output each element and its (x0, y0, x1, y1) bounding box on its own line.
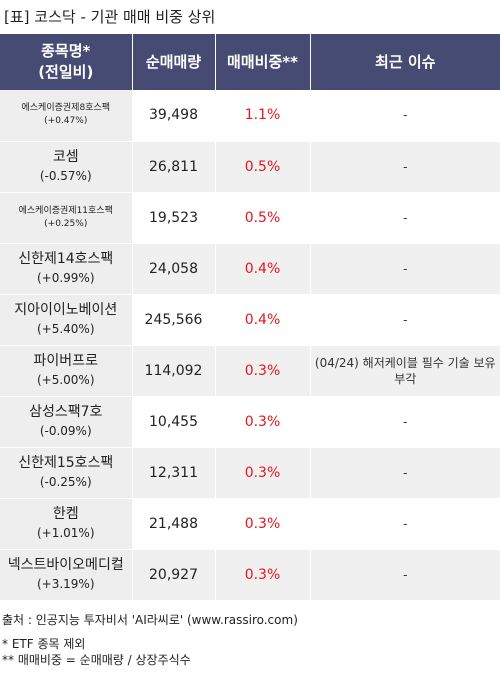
net-volume-cell: 21,488 (132, 498, 216, 550)
stock-name: 한켐 (52, 505, 79, 522)
stock-name: 지아이이노베이션 (14, 301, 118, 318)
net-volume-cell: 26,811 (132, 141, 216, 193)
table-row: 에스케이증권제8호스팩 (+0.47%) 39,498 1.1% - (0, 90, 500, 142)
table-row: 삼성스팩7호 (-0.09%) 10,455 0.3% - (0, 396, 500, 448)
stock-name: 넥스트바이오메디컬 (7, 556, 124, 573)
net-volume-cell: 10,455 (132, 396, 216, 448)
table-row: 코셈 (-0.57%) 26,811 0.5% - (0, 141, 500, 193)
recent-issue-cell: - (310, 549, 500, 601)
recent-issue-cell: - (310, 90, 500, 142)
net-volume-cell: 19,523 (132, 192, 216, 244)
recent-issue-cell: - (310, 192, 500, 244)
stock-name: 코셈 (52, 148, 79, 165)
recent-issue-cell: - (310, 498, 500, 550)
stock-change: (+0.47%) (44, 116, 88, 127)
net-volume-cell: 20,927 (132, 549, 216, 601)
table-row: 한켐 (+1.01%) 21,488 0.3% - (0, 498, 500, 550)
stock-cell: 신한제15호스팩 (-0.25%) (0, 447, 133, 499)
trade-ratio-cell: 0.3% (215, 549, 311, 601)
table-body: 에스케이증권제8호스팩 (+0.47%) 39,498 1.1% - 코셈 (-0.57%)… (0, 90, 500, 601)
trade-ratio-cell: 0.4% (215, 243, 311, 295)
table-row: 파이버프로 (+5.00%) 114,092 0.3% (04/24) 해저케이블 필수… (0, 345, 500, 397)
net-volume-cell: 245,566 (132, 294, 216, 346)
net-volume-cell: 114,092 (132, 345, 216, 397)
header-net-volume: 순매매량 (132, 34, 216, 90)
stock-name: 에스케이증권제11호스팩 (18, 205, 113, 216)
header-trade-ratio: 매매비중** (215, 34, 311, 90)
recent-issue-cell: - (310, 141, 500, 193)
trade-ratio-cell: 0.3% (215, 498, 311, 550)
stock-change: (+0.25%) (44, 218, 88, 229)
stock-cell: 지아이이노베이션 (+5.40%) (0, 294, 133, 346)
stock-name: 에스케이증권제8호스팩 (21, 103, 111, 114)
stock-cell: 에스케이증권제8호스팩 (+0.47%) (0, 90, 133, 142)
stock-name: 파이버프로 (33, 352, 98, 369)
table-header: 종목명* (전일비) 순매매량 매매비중** 최근 이슈 (0, 34, 500, 90)
source-note: 출처 : 인공지능 투자비서 'AI라씨로' (www.rassiro.com) (2, 613, 298, 627)
stock-cell: 파이버프로 (+5.00%) (0, 345, 133, 397)
footnotes: * ETF 종목 제외 ** 매매비중 = 순매매량 / 상장주식수 (2, 636, 191, 668)
stock-name: 신한제14호스팩 (18, 250, 114, 267)
stock-change: (+3.19%) (36, 576, 95, 591)
stock-cell: 코셈 (-0.57%) (0, 141, 133, 193)
net-volume-cell: 39,498 (132, 90, 216, 142)
header-stock-name-line2: (전일비) (38, 63, 94, 81)
stock-cell: 넥스트바이오메디컬 (+3.19%) (0, 549, 133, 601)
trade-ratio-cell: 1.1% (215, 90, 311, 142)
table-row: 에스케이증권제11호스팩 (+0.25%) 19,523 0.5% - (0, 192, 500, 244)
stock-change: (-0.09%) (39, 423, 92, 438)
table-row: 신한제15호스팩 (-0.25%) 12,311 0.3% - (0, 447, 500, 499)
header-stock-name-line1: 종목명* (41, 42, 91, 60)
recent-issue-cell: - (310, 447, 500, 499)
recent-issue-cell: (04/24) 해저케이블 필수 기술 보유 부각 (310, 345, 500, 397)
stock-name: 삼성스팩7호 (29, 403, 103, 420)
stock-change: (+5.00%) (36, 372, 95, 387)
stock-change: (-0.25%) (39, 474, 92, 489)
header-stock-name: 종목명* (전일비) (0, 34, 133, 90)
trade-ratio-cell: 0.3% (215, 396, 311, 448)
page-title: [표] 코스닥 - 기관 매매 비중 상위 (4, 8, 216, 26)
footnote-ratio: ** 매매비중 = 순매매량 / 상장주식수 (2, 653, 191, 667)
stock-name: 신한제15호스팩 (18, 454, 114, 471)
stock-change: (-0.57%) (39, 168, 92, 183)
net-volume-cell: 24,058 (132, 243, 216, 295)
trade-ratio-cell: 0.4% (215, 294, 311, 346)
recent-issue-cell: - (310, 396, 500, 448)
institution-trading-table: 종목명* (전일비) 순매매량 매매비중** 최근 이슈 에스케이증권제8호스팩… (0, 34, 500, 601)
table-row: 지아이이노베이션 (+5.40%) 245,566 0.4% - (0, 294, 500, 346)
stock-cell: 삼성스팩7호 (-0.09%) (0, 396, 133, 448)
recent-issue-cell: - (310, 294, 500, 346)
trade-ratio-cell: 0.5% (215, 192, 311, 244)
footnote-etf: * ETF 종목 제외 (2, 637, 86, 651)
stock-cell: 신한제14호스팩 (+0.99%) (0, 243, 133, 295)
recent-issue-cell: - (310, 243, 500, 295)
trade-ratio-cell: 0.3% (215, 447, 311, 499)
stock-cell: 에스케이증권제11호스팩 (+0.25%) (0, 192, 133, 244)
table-row: 신한제14호스팩 (+0.99%) 24,058 0.4% - (0, 243, 500, 295)
trade-ratio-cell: 0.5% (215, 141, 311, 193)
header-recent-issue: 최근 이슈 (310, 34, 500, 90)
stock-change: (+1.01%) (36, 525, 95, 540)
stock-cell: 한켐 (+1.01%) (0, 498, 133, 550)
stock-change: (+0.99%) (36, 270, 95, 285)
net-volume-cell: 12,311 (132, 447, 216, 499)
table-row: 넥스트바이오메디컬 (+3.19%) 20,927 0.3% - (0, 549, 500, 601)
stock-change: (+5.40%) (36, 321, 95, 336)
trade-ratio-cell: 0.3% (215, 345, 311, 397)
